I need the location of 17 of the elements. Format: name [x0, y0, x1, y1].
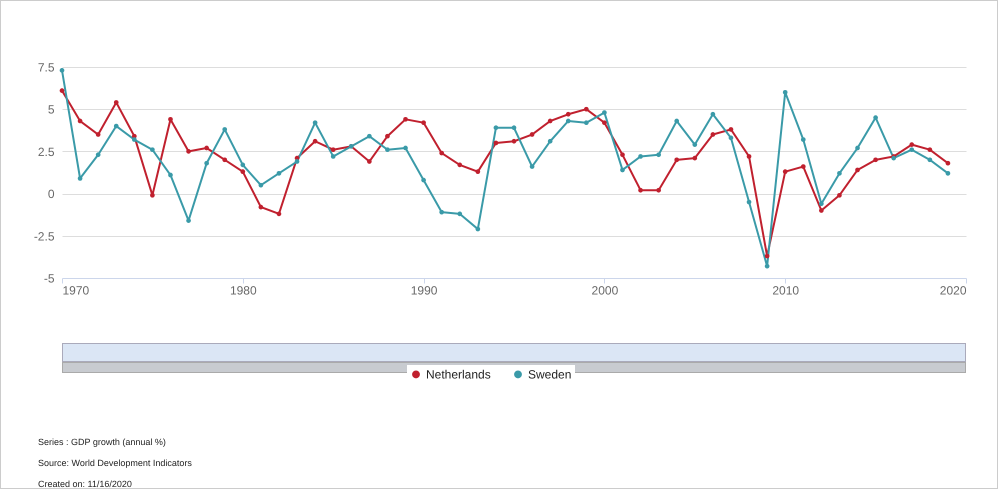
- legend-label: Sweden: [528, 367, 572, 382]
- y-tick-label: 7.5: [38, 60, 55, 74]
- y-tick-label: -5: [44, 272, 55, 286]
- x-tick-label: 2000: [592, 284, 619, 298]
- y-tick-label: 2.5: [38, 144, 55, 159]
- x-tick-label: 1990: [410, 284, 438, 298]
- x-tick-label: 2020: [940, 284, 967, 298]
- source-note: Source: World Development Indicators: [38, 457, 192, 470]
- text: Series : GDP growth (annual %): [38, 436, 167, 449]
- legend-label: Netherlands: [426, 367, 491, 382]
- x-tick-label: 1980: [230, 284, 257, 298]
- y-tick-label: 0: [48, 187, 55, 202]
- y-tick-label: -2.5: [34, 229, 55, 244]
- y-tick-label: 5: [48, 102, 55, 117]
- x-tick-label: 1970: [62, 284, 90, 298]
- x-tick-label: 2010: [772, 284, 800, 298]
- text: Created on: 11/16/2020: [38, 478, 133, 489]
